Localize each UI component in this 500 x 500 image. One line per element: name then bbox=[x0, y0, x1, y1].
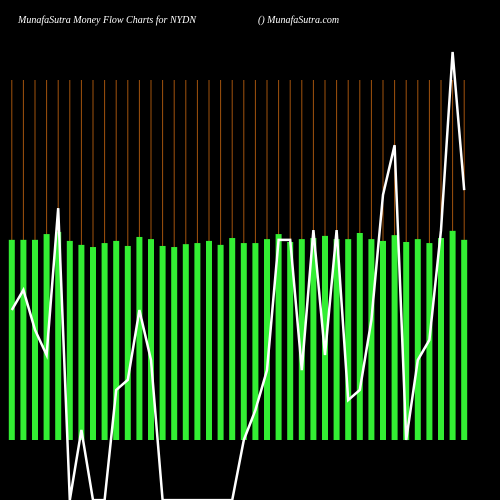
bar bbox=[8, 239, 15, 440]
bar bbox=[20, 239, 27, 440]
bar bbox=[449, 230, 456, 440]
bar bbox=[380, 240, 386, 440]
line bbox=[10, 51, 466, 500]
bar bbox=[78, 244, 85, 440]
chart-subtitle: () MunafaSutra.com bbox=[258, 15, 339, 26]
bar bbox=[148, 239, 154, 440]
bar bbox=[438, 238, 444, 440]
bar bbox=[182, 244, 189, 440]
bar bbox=[322, 235, 328, 440]
bar bbox=[194, 243, 201, 440]
bar bbox=[90, 247, 96, 440]
bar bbox=[333, 239, 340, 440]
bar bbox=[264, 239, 270, 440]
bar bbox=[43, 234, 50, 440]
bar bbox=[171, 247, 178, 440]
bar bbox=[287, 242, 294, 440]
bar bbox=[206, 240, 212, 440]
bar bbox=[252, 243, 259, 440]
bar bbox=[345, 239, 352, 440]
bar bbox=[55, 231, 62, 440]
bar bbox=[275, 234, 282, 440]
bar bbox=[229, 238, 236, 440]
bar bbox=[124, 245, 131, 440]
chart-title: MunafaSutra Money Flow Charts for NYDN bbox=[17, 15, 197, 26]
bar bbox=[32, 239, 38, 440]
bar bbox=[310, 238, 317, 440]
bar bbox=[217, 244, 224, 440]
bar bbox=[391, 235, 398, 440]
bar bbox=[298, 239, 305, 440]
bar bbox=[66, 240, 73, 440]
bar bbox=[101, 243, 108, 440]
bar bbox=[240, 243, 247, 440]
bar bbox=[368, 239, 375, 440]
bar bbox=[113, 240, 120, 440]
bar bbox=[414, 239, 421, 440]
bar bbox=[403, 242, 410, 440]
bar bbox=[461, 239, 468, 440]
bar bbox=[356, 233, 363, 440]
bar bbox=[159, 245, 166, 440]
bar bbox=[136, 236, 143, 440]
